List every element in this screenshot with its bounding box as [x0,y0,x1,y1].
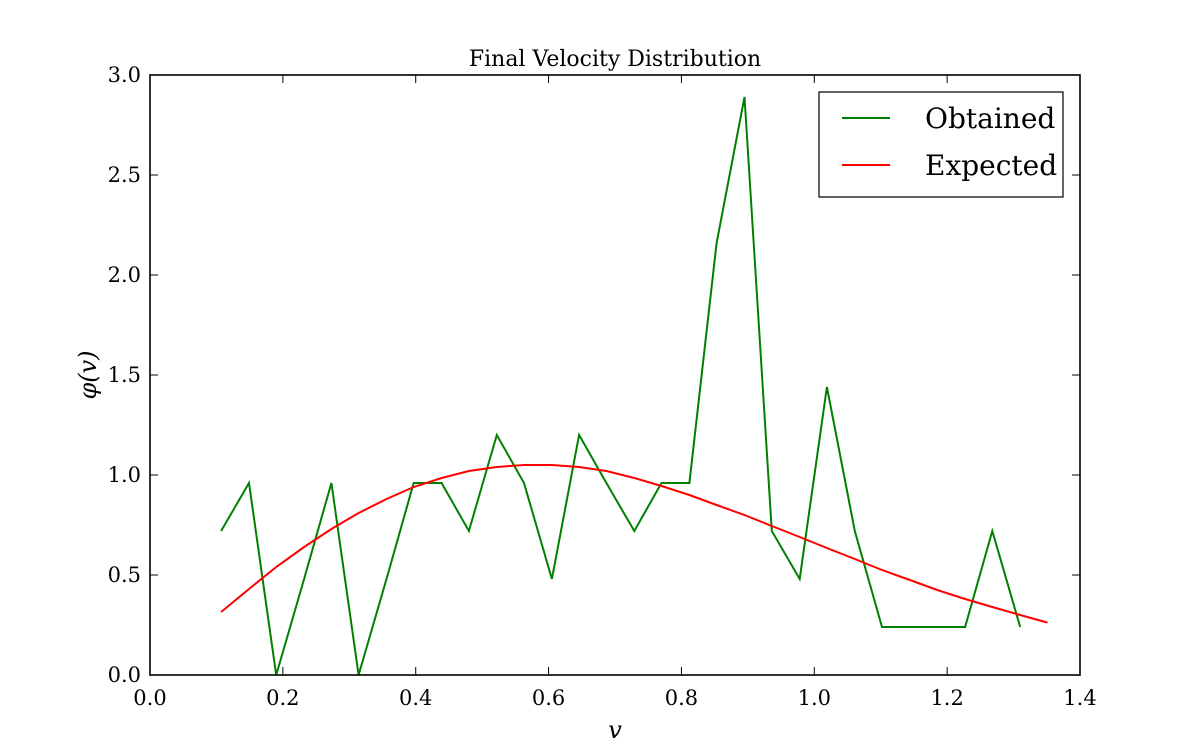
y-tick-label: 1.5 [108,363,141,387]
x-tick-label: 1.2 [930,686,963,710]
legend-label-expected: Expected [925,149,1057,182]
y-tick-label: 1.0 [108,463,141,487]
y-tick-label: 2.5 [108,163,141,187]
y-tick-label: 2.0 [108,263,141,287]
x-tick-label: 1.0 [798,686,831,710]
chart-title: Final Velocity Distribution [469,47,761,72]
y-tick-label: 0.0 [108,663,141,687]
series-line-obtained [220,96,1022,676]
legend: Obtained Expected [818,91,1064,198]
axis-ticks: 0.0 0.2 0.4 0.6 0.8 1.0 1.2 1.4 0.0 0.5 1.0 1.5 2.0 2… [108,63,1097,710]
series-line-expected [220,464,1048,624]
x-tick-label: 0.8 [665,686,698,710]
x-tick-label: 0.0 [133,686,166,710]
legend-box [818,91,1064,198]
x-tick-label: 0.2 [266,686,299,710]
y-tick-label: 3.0 [108,63,141,87]
x-tick-label: 0.6 [532,686,565,710]
y-axis-title: φ(v) [74,350,102,399]
x-axis-title: v [608,716,622,744]
plot-area [220,96,1048,676]
x-tick-label: 1.4 [1063,686,1096,710]
y-tick-label: 0.5 [108,563,141,587]
x-tick-label: 0.4 [399,686,432,710]
legend-label-obtained: Obtained [925,102,1055,135]
